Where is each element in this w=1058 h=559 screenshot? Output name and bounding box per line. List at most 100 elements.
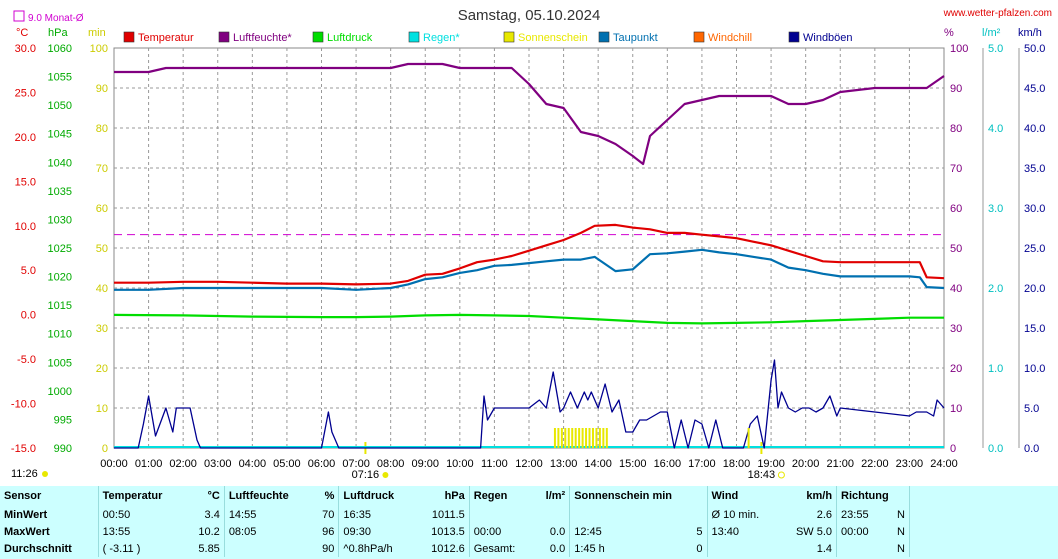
stats-press-time: 09:30 xyxy=(338,523,416,540)
time-tick-label: 13:00 xyxy=(550,458,578,470)
stats-hum-val: 70 xyxy=(322,508,335,521)
rain-tick-label: 2.0 xyxy=(988,283,1003,295)
sunshine-bar xyxy=(585,428,588,448)
time-tick-label: 15:00 xyxy=(619,458,647,470)
legend-label: Windchill xyxy=(708,32,752,44)
legend-swatch xyxy=(218,31,230,43)
sunshine-tick-label: 10 xyxy=(96,403,108,415)
axes: 30.0 25.0 20.0 15.0 10.0 5.0 0.0 -5.0 -10.0 -15.0… xyxy=(11,43,1046,481)
sunshine-tick-label: 70 xyxy=(96,163,108,175)
sunshine-bar xyxy=(560,428,563,448)
stats-temp-val: 3.4 xyxy=(204,508,220,521)
time-tick-label: 06:00 xyxy=(308,458,336,470)
stats-hum-time: 08:05 xyxy=(223,523,313,540)
pressure-tick-label: 1045 xyxy=(48,129,72,141)
monthly-avg-icon xyxy=(13,10,25,22)
time-tick-label: 21:00 xyxy=(826,458,854,470)
time-tick-label: 11:00 xyxy=(481,458,508,470)
humidity-tick-label: 70 xyxy=(950,163,962,175)
sunshine-tick-label: 80 xyxy=(96,123,108,135)
time-tick-label: 16:00 xyxy=(654,458,682,470)
sunshine-bar xyxy=(595,428,598,448)
stats-h-hum-unit: % xyxy=(324,490,335,502)
legend-label: Luftfeuchte* xyxy=(233,32,292,44)
temp-tick-label: 30.0 xyxy=(15,43,36,55)
chart-title: Samstag, 05.10.2024 xyxy=(458,7,601,24)
stats-temp-time: 00:50 xyxy=(97,506,186,523)
pressure-tick-label: 1020 xyxy=(48,272,72,284)
humidity-tick-label: 60 xyxy=(950,203,962,215)
time-tick-label: 09:00 xyxy=(411,458,439,470)
humidity-tick-label: 100 xyxy=(950,43,968,55)
sunset-icon xyxy=(777,471,785,479)
stats-h-hum: Luftfeuchte xyxy=(223,486,313,506)
stats-temp-val: 10.2 xyxy=(198,525,220,538)
rain-tick-label: 1.0 xyxy=(988,363,1003,375)
humidity-tick-label: 90 xyxy=(950,83,962,95)
stats-row-label: Durchschnitt xyxy=(4,542,72,555)
stats-header-row: Sensor Temperatur °C Luftfeuchte % Luftd… xyxy=(0,486,1058,506)
legend-swatch xyxy=(503,31,515,43)
stats-hum-val: 96 xyxy=(322,525,335,538)
time-tick-label: 00:00 xyxy=(100,458,128,470)
stats-h-wind: Wind xyxy=(706,486,780,506)
stats-h-press-unit: hPa xyxy=(444,490,465,502)
stats-row-avg: Durchschnitt ( -3.11 ) 5.85 90 ^0.8hPa/h… xyxy=(0,540,1058,557)
axis-unit-label: l/m² xyxy=(982,27,1001,39)
data-marks xyxy=(113,62,945,449)
legend-label: Sonnenschein xyxy=(518,32,588,44)
stats-hum-val: 90 xyxy=(322,542,335,555)
temp-tick-label: -15.0 xyxy=(11,443,36,455)
humidity-tick-label: 10 xyxy=(950,403,962,415)
stats-h-rain: Regen xyxy=(468,486,534,506)
pressure-tick-label: 1025 xyxy=(48,243,72,255)
time-tick-label: 07:00 xyxy=(342,458,370,470)
sunshine-tick-label: 50 xyxy=(96,243,108,255)
stats-dir-val: N xyxy=(897,542,905,555)
stats-sun-time xyxy=(569,506,670,523)
stats-h-temp-unit: °C xyxy=(207,490,220,502)
temp-tick-label: 15.0 xyxy=(15,176,36,188)
stats-wind-time: Ø 10 min. xyxy=(706,506,780,523)
stats-spacer xyxy=(909,523,1058,540)
stats-sun-val: 0 xyxy=(696,542,703,555)
pressure-tick-label: 1040 xyxy=(48,157,72,169)
stats-rain-time xyxy=(468,506,534,523)
legend-swatch xyxy=(788,31,800,43)
stats-h-press: Luftdruck xyxy=(338,486,416,506)
time-tick-label: 04:00 xyxy=(239,458,267,470)
sunshine-bar xyxy=(591,428,594,448)
stats-h-sensor: Sensor xyxy=(4,490,42,502)
pressure-tick-label: 1000 xyxy=(48,386,72,398)
stats-h-temp: Temperatur xyxy=(97,486,186,506)
time-tick-label: 05:00 xyxy=(273,458,301,470)
stats-row-label: MinWert xyxy=(4,508,48,521)
pressure-tick-label: 1005 xyxy=(48,357,72,369)
stats-press-val: 1012.6 xyxy=(431,542,465,555)
axis-unit-label: km/h xyxy=(1018,27,1042,39)
wind-tick-label: 40.0 xyxy=(1024,123,1045,135)
stats-temp-time: 13:55 xyxy=(97,523,186,540)
temp-tick-label: 25.0 xyxy=(15,87,36,99)
rain-tick-label: 3.0 xyxy=(988,203,1003,215)
stats-h-sun: Sonnenschein min xyxy=(569,486,707,506)
sunshine-tick-label: 20 xyxy=(96,363,108,375)
temp-tick-label: -10.0 xyxy=(11,399,36,411)
pressure-tick-label: 990 xyxy=(54,443,72,455)
sunshine-bar xyxy=(553,428,556,448)
legend: Temperatur Luftfeuchte* Luftdruck Regen* Son… xyxy=(123,31,853,44)
legend-label: Taupunkt xyxy=(613,32,658,44)
sunrise-icon xyxy=(382,472,389,478)
stats-spacer xyxy=(909,540,1058,557)
stats-rain-time: 00:00 xyxy=(468,523,534,540)
stats-press-time: ^0.8hPa/h xyxy=(338,540,416,557)
humidity-tick-label: 0 xyxy=(950,443,956,455)
rain-tick-label: 5.0 xyxy=(988,43,1003,55)
stats-hum-time xyxy=(223,540,313,557)
site-url: www.wetter-pfalzen.com xyxy=(943,8,1052,19)
stats-press-time: 16:35 xyxy=(338,506,416,523)
sunshine-bar xyxy=(605,428,608,448)
stats-wind-time xyxy=(706,540,780,557)
wind-tick-label: 15.0 xyxy=(1024,323,1045,335)
pressure-tick-label: 995 xyxy=(54,414,72,426)
